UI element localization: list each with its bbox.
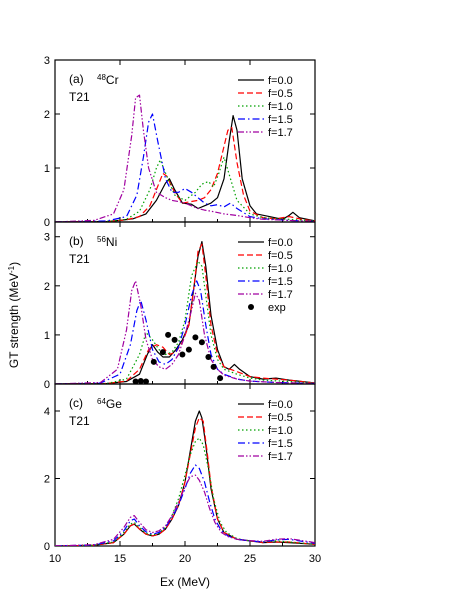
x-tick-label: 25 bbox=[244, 553, 256, 565]
nucleus-mass: 56 bbox=[97, 235, 106, 244]
legend-label: f=0.5 bbox=[268, 250, 293, 262]
y-tick-label: 4 bbox=[44, 406, 50, 418]
y-tick-label: 0 bbox=[44, 541, 50, 553]
y-axis-title: GT strength (MeV-1) bbox=[7, 262, 22, 368]
nucleus-symbol: Ge bbox=[106, 397, 122, 411]
y-tick-label: 2 bbox=[44, 474, 50, 486]
legend-label: f=0.0 bbox=[268, 399, 293, 411]
exp-data-point bbox=[159, 349, 166, 356]
nucleus-label: 48Cr bbox=[97, 73, 119, 88]
legend-label: f=1.5 bbox=[268, 438, 293, 450]
series-line-f-1-7 bbox=[55, 94, 315, 222]
interaction-label: T21 bbox=[69, 252, 90, 266]
legend-label: f=1.0 bbox=[268, 425, 293, 437]
plot-area bbox=[55, 410, 315, 546]
y-tick-label: 3 bbox=[44, 55, 50, 67]
nucleus-mass: 48 bbox=[97, 73, 106, 82]
x-tick-label: 20 bbox=[179, 553, 191, 565]
y-tick-label: 0 bbox=[44, 217, 50, 229]
legend-label: f=1.7 bbox=[268, 289, 293, 301]
interaction-label: T21 bbox=[69, 414, 90, 428]
x-tick-label: 10 bbox=[49, 553, 61, 565]
exp-data-point bbox=[171, 336, 178, 343]
legend-label: f=1.0 bbox=[268, 263, 293, 275]
chart-panel: 0 1 2 3 (b) 56Ni T21 f=0.0f=0.5f=1.0f=1.5f=1.7… bbox=[44, 221, 316, 391]
x-tick-label: 30 bbox=[309, 553, 321, 565]
plot-area bbox=[55, 94, 315, 222]
nucleus-symbol: Ni bbox=[106, 235, 117, 249]
y-tick-label: 3 bbox=[44, 232, 50, 244]
legend-label: f=0.0 bbox=[268, 237, 293, 249]
exp-data-point bbox=[217, 375, 224, 382]
nucleus-symbol: Cr bbox=[106, 73, 119, 87]
panel-label: (a) bbox=[69, 72, 84, 86]
exp-data-point bbox=[132, 378, 139, 384]
exp-data-point bbox=[179, 351, 186, 358]
legend-marker-exp bbox=[248, 304, 254, 310]
series-line-f-0-5 bbox=[55, 126, 315, 222]
exp-data-point bbox=[137, 378, 144, 384]
legend-label: f=1.5 bbox=[268, 114, 293, 126]
exp-data-point bbox=[143, 378, 149, 384]
y-tick-label: 2 bbox=[44, 281, 50, 293]
x-tick-label: 15 bbox=[114, 553, 126, 565]
y-axis-title-sup: -1 bbox=[7, 265, 16, 273]
nucleus-mass: 64 bbox=[97, 397, 106, 406]
series-line-f-1-7 bbox=[55, 280, 315, 384]
legend-label-exp: exp bbox=[268, 302, 286, 314]
series-line-f-0-0 bbox=[55, 115, 315, 222]
exp-data-point bbox=[165, 331, 172, 338]
exp-data-point bbox=[205, 354, 212, 360]
legend-label: f=1.7 bbox=[268, 451, 293, 463]
series-line-f-1-0 bbox=[55, 156, 315, 222]
y-tick-label: 1 bbox=[44, 330, 50, 342]
nucleus-label: 56Ni bbox=[97, 235, 117, 250]
exp-data-point bbox=[150, 358, 157, 365]
exp-data-point bbox=[198, 339, 205, 346]
legend-label: f=0.5 bbox=[268, 88, 293, 100]
panel-label: (c) bbox=[69, 396, 83, 410]
series-line-f-1-5 bbox=[55, 280, 315, 384]
exp-data-point bbox=[192, 334, 199, 341]
series-line-f-1-7 bbox=[55, 474, 315, 546]
x-axis-title: Ex (MeV) bbox=[160, 575, 210, 589]
legend-label: f=1.5 bbox=[268, 276, 293, 288]
y-tick-label: 0 bbox=[44, 379, 50, 391]
series-line-f-0-5 bbox=[55, 243, 315, 384]
y-tick-label: 1 bbox=[44, 163, 50, 175]
legend-label: f=0.5 bbox=[268, 412, 293, 424]
interaction-label: T21 bbox=[69, 90, 90, 104]
legend-label: f=1.7 bbox=[268, 127, 293, 139]
y-tick-label: 2 bbox=[44, 109, 50, 121]
exp-data-point bbox=[210, 363, 217, 370]
nucleus-label: 64Ge bbox=[97, 397, 122, 412]
chart-panel: 0 1 2 3 (a) 48Cr T21 f=0.0f=0.5f=1.0f=1.5f=1.7 bbox=[44, 55, 316, 229]
legend-label: f=1.0 bbox=[268, 101, 293, 113]
y-axis-title-main: GT strength (MeV bbox=[7, 273, 21, 368]
y-axis-title-close: ) bbox=[7, 262, 21, 266]
series-line-f-1-5 bbox=[55, 113, 315, 222]
chart-panel: 0 2 4 (c) 64Ge T21 f=0.0f=0.5f=1.0f=1.5f=1.7 bbox=[44, 383, 316, 553]
plot-area bbox=[55, 241, 315, 384]
exp-data-point bbox=[185, 346, 192, 353]
legend-label: f=0.0 bbox=[268, 75, 293, 87]
panel-label: (b) bbox=[69, 234, 84, 248]
